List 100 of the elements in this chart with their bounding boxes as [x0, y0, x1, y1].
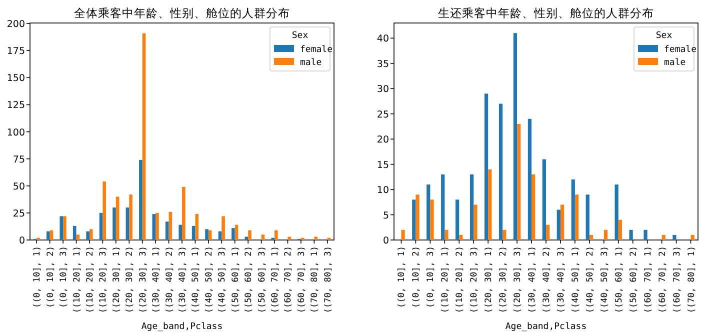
x-tick-label: ((10, 20], 1)	[72, 246, 82, 314]
bar	[542, 159, 546, 240]
y-tick-label: 5	[382, 210, 389, 222]
x-tick-label: ((30, 40], 2)	[164, 246, 175, 314]
y-tick-label: 25	[376, 109, 389, 120]
x-tick-label: ((20, 30], 3)	[138, 246, 148, 314]
bar	[474, 204, 478, 240]
bar	[586, 194, 590, 240]
x-tick-label: ((10, 20], 3)	[98, 246, 109, 314]
x-tick-label: ((10, 20], 1)	[440, 246, 451, 314]
bar	[126, 208, 130, 240]
bar	[234, 224, 238, 240]
bar	[401, 230, 405, 240]
x-tick-label: ((70, 80], 1)	[310, 246, 320, 314]
bar	[205, 229, 208, 240]
y-tick-label: 30	[376, 84, 389, 96]
bar	[532, 174, 536, 240]
bar	[72, 226, 76, 240]
bar	[182, 186, 186, 240]
x-tick-label: ((0, 10], 3)	[426, 246, 436, 308]
bar	[614, 184, 618, 240]
bar	[426, 184, 430, 240]
x-tick-label: ((50, 60], 2)	[244, 246, 254, 314]
bar	[112, 208, 116, 240]
x-tick-label: ((20, 30], 1)	[484, 246, 494, 314]
y-tick-label: 0	[18, 236, 25, 246]
bar	[139, 160, 142, 240]
bar	[232, 228, 235, 240]
bar	[546, 224, 550, 240]
bar	[456, 200, 460, 240]
chart-title: 全体乘客中年龄、性别、舱位的人群分布	[74, 6, 290, 20]
x-tick-label: ((20, 30], 1)	[112, 246, 122, 314]
bar	[604, 230, 608, 240]
bar	[690, 234, 694, 240]
legend-label: male	[664, 58, 686, 68]
bar	[556, 210, 560, 240]
x-tick-label: ((30, 40], 1)	[528, 246, 538, 314]
bar	[412, 200, 416, 240]
x-tick-label: ((60, 70], 1)	[643, 246, 654, 314]
y-tick-label: 50	[12, 181, 25, 192]
bar	[629, 230, 633, 240]
x-tick-label: ((40, 50], 2)	[204, 246, 214, 314]
bar	[142, 33, 146, 240]
x-tick-label: ((30, 40], 1)	[152, 246, 162, 314]
y-tick-label: 200	[6, 19, 25, 30]
x-tick-label: ((0, 10], 1)	[397, 246, 408, 308]
bar	[662, 234, 666, 240]
bar	[672, 234, 676, 240]
x-tick-label: ((60, 70], 2)	[658, 246, 668, 314]
bar	[248, 230, 252, 240]
bar	[470, 174, 474, 240]
bar	[644, 230, 648, 240]
x-tick-label: ((50, 60], 3)	[257, 246, 268, 314]
bar	[102, 182, 106, 240]
x-tick-label: ((60, 70], 3)	[672, 246, 682, 314]
legend-label: male	[300, 58, 322, 68]
x-tick-label: ((60, 70], 3)	[296, 246, 307, 314]
bar	[488, 169, 492, 240]
y-tick-label: 125	[6, 100, 25, 112]
bar	[222, 216, 225, 240]
legend-label: female	[300, 45, 333, 55]
bar	[46, 231, 50, 240]
y-tick-label: 20	[376, 134, 389, 146]
y-tick-label: 25	[12, 208, 25, 220]
bar	[571, 179, 575, 240]
chart-title: 生还乘客中年龄、性别、舱位的人群分布	[438, 6, 654, 20]
x-tick-label: ((40, 50], 1)	[570, 246, 581, 314]
y-tick-label: 15	[376, 160, 389, 171]
bar	[589, 234, 594, 240]
bar	[502, 230, 506, 240]
legend-title: Sex	[292, 31, 309, 41]
bar	[192, 226, 196, 240]
bar	[416, 194, 420, 240]
x-tick-label: ((40, 50], 1)	[191, 246, 202, 314]
bar	[459, 234, 463, 240]
y-tick-label: 35	[376, 58, 389, 70]
bar	[484, 94, 488, 240]
bar	[444, 230, 448, 240]
x-tick-label: ((0, 10], 3)	[59, 246, 70, 308]
x-tick-label: ((0, 10], 1)	[32, 246, 43, 308]
bar	[261, 234, 265, 240]
bar	[156, 212, 159, 240]
x-tick-label: ((20, 30], 2)	[125, 246, 136, 314]
y-tick-label: 100	[6, 127, 25, 138]
x-tick-label: ((70, 80], 1)	[686, 246, 697, 314]
legend-title: Sex	[656, 31, 673, 41]
bar	[560, 204, 564, 240]
bar	[168, 212, 172, 240]
x-tick-label: ((0, 10], 2)	[412, 246, 422, 308]
x-tick-label: ((70, 80], 3)	[323, 246, 334, 314]
x-tick-label: ((20, 30], 3)	[513, 246, 524, 314]
bar	[195, 214, 199, 240]
bar	[274, 230, 278, 240]
bar	[574, 194, 579, 240]
x-tick-label: ((0, 10], 2)	[46, 246, 56, 308]
bar	[517, 124, 521, 240]
x-tick-label: ((30, 40], 3)	[178, 246, 188, 314]
bar	[86, 231, 90, 240]
y-tick-label: 40	[376, 34, 389, 45]
x-tick-label: ((50, 60], 2)	[628, 246, 639, 314]
